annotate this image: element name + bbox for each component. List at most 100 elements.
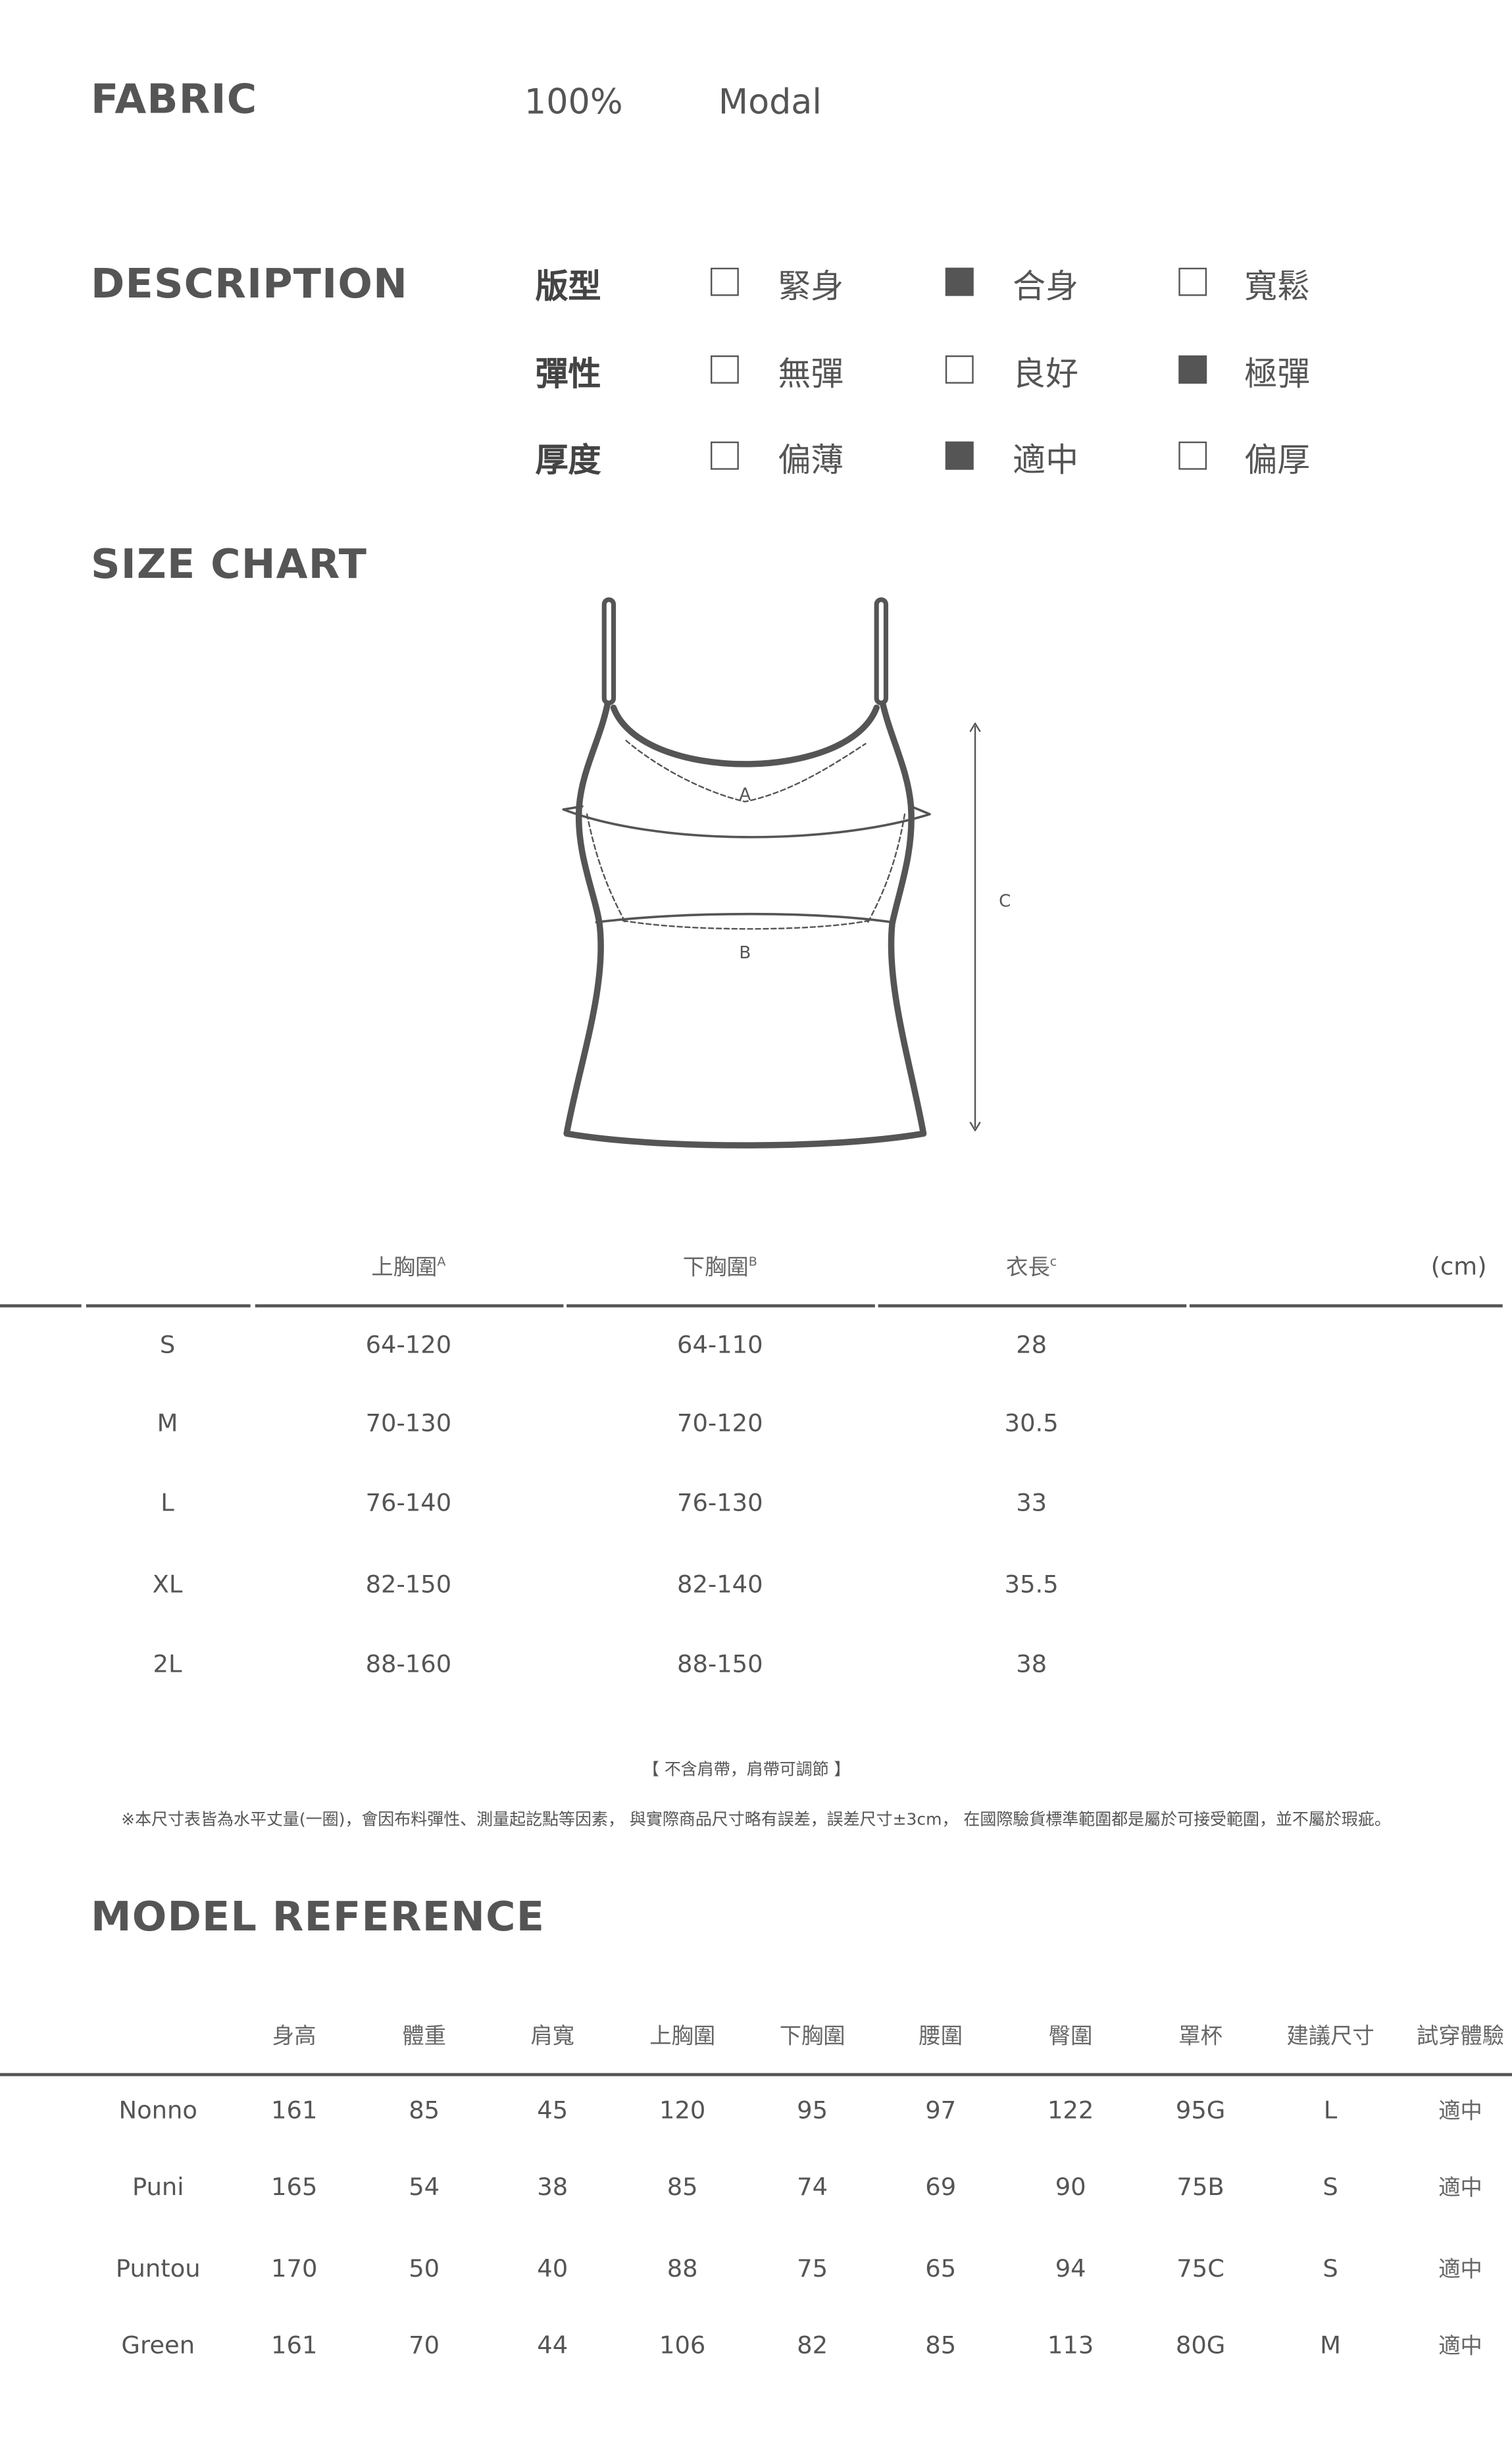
model-column-header: 下胸圍 [779,2024,845,2050]
model-value: 70 [409,2331,440,2360]
size-label: M [157,1409,178,1437]
description-option: 合身 [1013,267,1079,305]
model-value: 44 [537,2331,568,2360]
strap-note: 【 不含肩帶，肩帶可調節 】 [642,1761,851,1780]
description-option: 緊身 [778,267,844,305]
description-option: 良好 [1013,355,1079,394]
model-column-header: 試穿體驗 [1416,2024,1505,2050]
model-value: 65 [925,2254,957,2283]
model-value: 94 [1055,2254,1086,2283]
measurement-disclaimer: ※本尺寸表皆為水平丈量(一圈)，會因布料彈性、測量起訖點等因素， 與實際商品尺寸… [121,1811,1391,1830]
size-value: 38 [1016,1650,1047,1679]
model-column-header: 體重 [402,2024,446,2050]
model-value: 54 [409,2173,440,2202]
size-label: XL [152,1570,183,1599]
header-text: 衣長 [1006,1255,1050,1281]
model-value: 適中 [1438,2176,1482,2202]
size-value: 33 [1016,1489,1047,1518]
model-value: 90 [1055,2173,1086,2202]
size-value: 76-140 [365,1489,452,1518]
size-chart-title: SIZE CHART [90,542,368,589]
size-value: 88-160 [365,1650,452,1679]
model-column-header: 臀圍 [1048,2024,1093,2050]
model-value: 95 [797,2096,828,2125]
model-column-header: 肩寬 [530,2024,575,2050]
model-column-header: 罩杯 [1178,2024,1222,2050]
unchecked-box-icon [711,355,739,384]
header-sup: c [1049,1254,1057,1269]
label-a: A [739,785,751,805]
model-value: 75B [1176,2173,1224,2202]
size-value: 35.5 [1004,1570,1059,1599]
size-value: 30.5 [1004,1409,1059,1437]
model-name: Puntou [115,2254,201,2283]
unchecked-box-icon [711,267,739,296]
header-text: 上胸圍 [371,1255,438,1281]
model-value: 45 [537,2096,568,2125]
model-value: 122 [1047,2096,1094,2125]
model-value: 95G [1175,2096,1226,2125]
garment-diagram: A B C [562,597,1011,1149]
model-value: 適中 [1438,2258,1482,2283]
checked-box-icon [945,441,974,470]
description-option: 無彈 [778,355,844,394]
model-value: 165 [271,2173,318,2202]
model-value: 106 [659,2331,706,2360]
description-option: 偏薄 [778,441,844,479]
size-column-header: 下胸圍B [683,1251,757,1283]
model-value: 適中 [1438,2100,1482,2125]
fabric-percent: 100% [524,84,623,123]
model-value: 170 [271,2254,318,2283]
model-value: 161 [271,2096,318,2125]
size-value: 70-120 [676,1409,763,1437]
model-value: 50 [409,2254,440,2283]
size-value: 88-150 [676,1650,763,1679]
measure-line-b [595,912,894,923]
description-option: 極彈 [1244,355,1311,394]
checked-box-icon [1178,355,1207,384]
model-value: 97 [925,2096,957,2125]
model-value: 88 [667,2254,698,2283]
model-value: 75C [1176,2254,1224,2283]
description-option: 偏厚 [1244,441,1311,479]
size-value: 82-140 [676,1570,763,1599]
model-value: 69 [925,2173,957,2202]
model-value: L [1323,2096,1338,2125]
size-value: 82-150 [365,1570,452,1599]
model-name: Green [121,2331,195,2360]
table-divider [567,1304,875,1308]
unchecked-box-icon [945,355,974,384]
table-divider [255,1304,564,1308]
model-column-header: 身高 [272,2024,316,2050]
unit-label: (cm) [1430,1253,1487,1281]
size-value: 64-110 [676,1331,763,1359]
size-value: 70-130 [365,1409,452,1437]
unchecked-box-icon [1178,441,1207,470]
size-label: S [159,1331,176,1359]
header-sup: A [437,1254,446,1269]
model-value: 38 [537,2173,568,2202]
model-value: 85 [667,2173,698,2202]
model-value: 85 [409,2096,440,2125]
description-option: 寬鬆 [1244,267,1311,305]
model-value: 40 [537,2254,568,2283]
description-row-label: 彈性 [535,355,601,394]
model-value: 80G [1175,2331,1226,2360]
model-name: Nonno [118,2096,198,2125]
description-row-label: 版型 [535,267,601,305]
model-value: 82 [797,2331,828,2360]
measure-line-a [562,805,931,839]
header-sup: B [748,1254,757,1269]
garment-outline [563,601,927,1149]
model-value: 161 [271,2331,318,2360]
table-divider [0,1304,82,1308]
model-column-header: 建議尺寸 [1286,2024,1374,2050]
model-reference-title: MODEL REFERENCE [90,1894,545,1942]
model-name: Puni [132,2173,184,2202]
model-column-header: 腰圍 [919,2024,963,2050]
unchecked-box-icon [1178,267,1207,296]
header-text: 下胸圍 [682,1255,749,1281]
table-divider [878,1304,1187,1308]
model-value: 75 [797,2254,828,2283]
